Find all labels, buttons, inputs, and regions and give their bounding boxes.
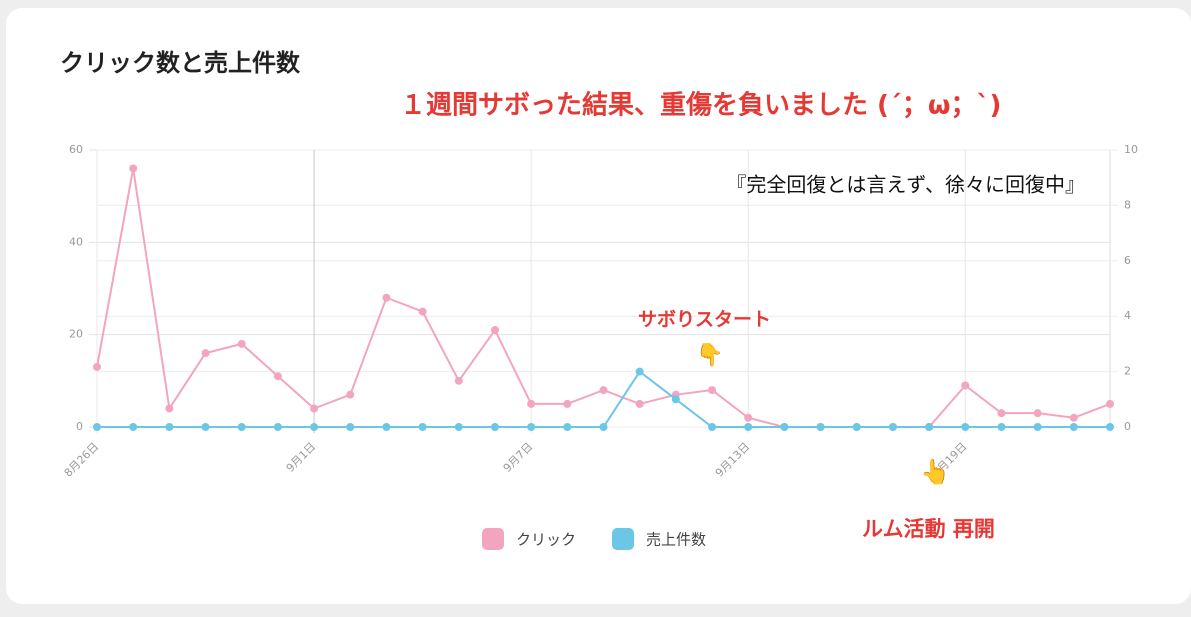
y2-tick-label: 8: [1124, 198, 1131, 211]
y2-tick-label: 0: [1124, 420, 1131, 433]
annotation: １週間サボった結果、重傷を負いました (´；ω；`): [400, 90, 1001, 121]
y-tick-label: 40: [69, 235, 83, 248]
data-point: [527, 399, 536, 408]
data-point: [997, 409, 1006, 418]
data-point: [273, 372, 282, 381]
data-point: [816, 423, 825, 431]
data-point: [1069, 413, 1078, 422]
data-point: [961, 381, 970, 390]
data-point: [961, 423, 970, 431]
data-point: [129, 164, 138, 173]
annotation: 👇: [696, 342, 723, 368]
data-point: [780, 423, 789, 431]
data-point: [1106, 423, 1114, 431]
data-point: [852, 423, 861, 431]
data-point: [201, 349, 210, 358]
data-point: [744, 413, 753, 422]
data-point: [997, 423, 1006, 431]
data-point: [1069, 423, 1078, 431]
y-tick-label: 20: [69, 328, 83, 341]
data-point: [93, 362, 101, 371]
annotation: サボりスタート: [638, 309, 771, 331]
data-point: [310, 404, 319, 413]
data-point: [925, 423, 934, 431]
data-point: [165, 404, 174, 413]
data-point: [888, 423, 897, 431]
data-point: [1033, 423, 1042, 431]
data-point: [93, 423, 101, 431]
annotation: 👆: [920, 458, 950, 486]
data-point: [129, 423, 138, 431]
annotation: ルム活動 再開: [862, 517, 995, 541]
data-point: [382, 423, 391, 431]
data-point: [1106, 399, 1114, 408]
y2-tick-label: 6: [1124, 254, 1131, 267]
data-point: [599, 423, 608, 431]
data-point: [490, 423, 499, 431]
data-point: [527, 423, 536, 431]
data-point: [454, 376, 463, 385]
data-point: [237, 339, 246, 348]
data-point: [237, 423, 246, 431]
data-point: [382, 293, 391, 302]
y2-tick-label: 10: [1124, 143, 1138, 156]
data-point: [346, 390, 355, 399]
data-point: [346, 423, 355, 431]
data-point: [165, 423, 174, 431]
data-point: [744, 423, 753, 431]
legend-swatch: [612, 528, 634, 550]
data-point: [563, 423, 572, 431]
data-point: [708, 423, 717, 431]
annotation: 『完全回復とは言えず、徐々に回復中』: [726, 173, 1085, 197]
data-point: [599, 386, 608, 395]
card: [6, 8, 1191, 604]
data-point: [708, 386, 717, 395]
data-point: [563, 399, 572, 408]
legend-label: クリック: [516, 531, 576, 549]
chart-title: クリック数と売上件数: [60, 49, 301, 77]
data-point: [454, 423, 463, 431]
y2-tick-label: 4: [1124, 309, 1131, 322]
data-point: [490, 326, 499, 335]
data-point: [1033, 409, 1042, 418]
data-point: [310, 423, 319, 431]
y-tick-label: 0: [76, 420, 83, 433]
legend-swatch: [482, 528, 504, 550]
data-point: [635, 367, 644, 376]
legend-label: 売上件数: [646, 531, 706, 549]
data-point: [273, 423, 282, 431]
data-point: [201, 423, 210, 431]
y-tick-label: 60: [69, 143, 83, 156]
data-point: [418, 423, 427, 431]
data-point: [418, 307, 427, 316]
data-point: [635, 399, 644, 408]
data-point: [671, 395, 680, 404]
y2-tick-label: 2: [1124, 365, 1131, 378]
